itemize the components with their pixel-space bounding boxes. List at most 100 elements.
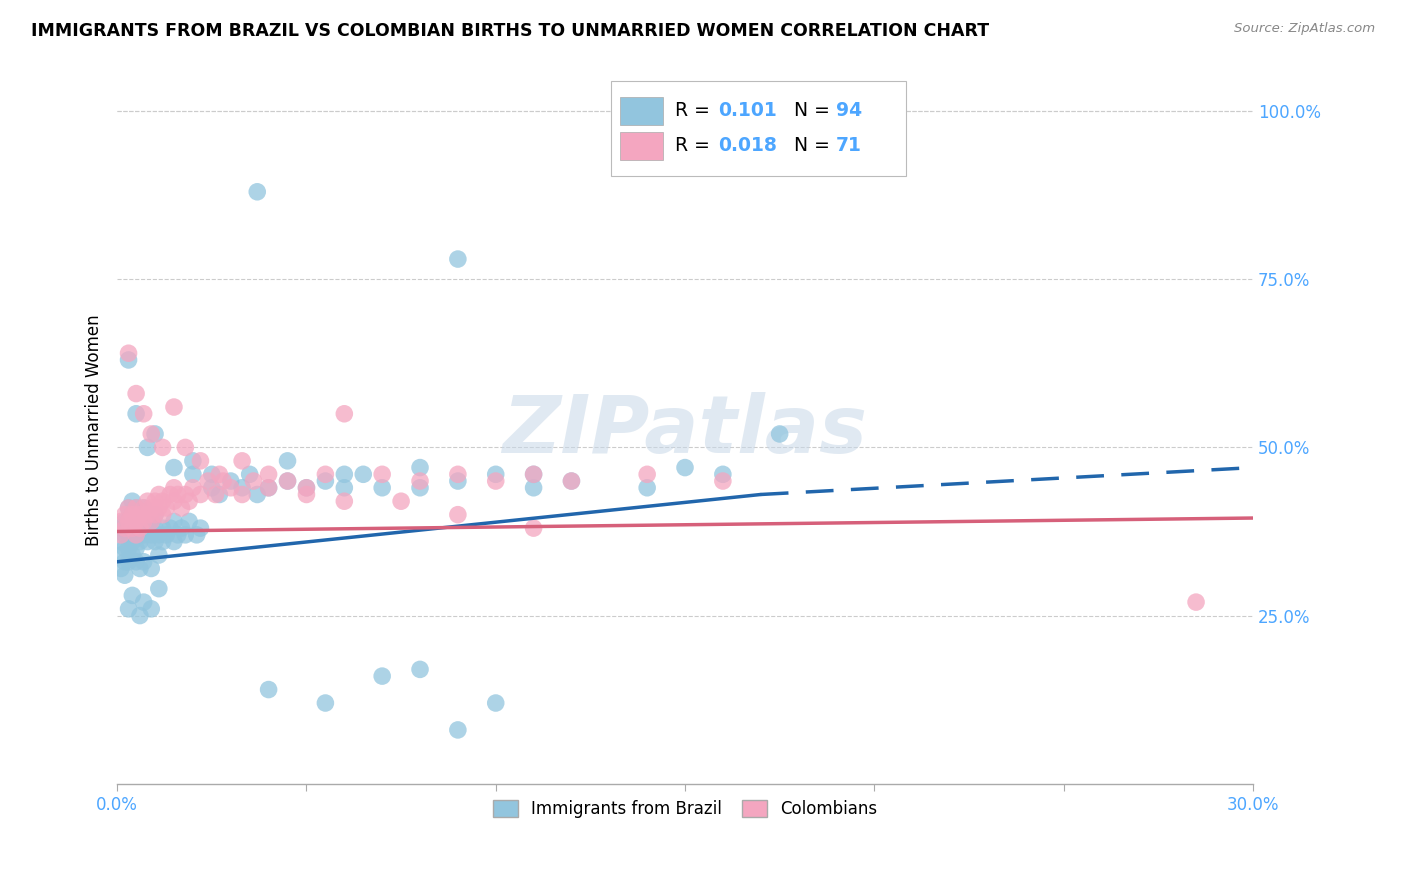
- Point: [389, 494, 412, 508]
- Text: 0.018: 0.018: [718, 136, 778, 155]
- Point: [155, 500, 177, 515]
- Point: [163, 494, 186, 508]
- FancyBboxPatch shape: [620, 132, 664, 160]
- Text: 94: 94: [837, 101, 862, 120]
- Point: [333, 407, 356, 421]
- Text: ZIPatlas: ZIPatlas: [502, 392, 868, 469]
- Point: [114, 555, 136, 569]
- Point: [239, 467, 262, 482]
- Point: [409, 662, 432, 676]
- Point: [257, 682, 280, 697]
- Point: [246, 185, 269, 199]
- Point: [295, 487, 318, 501]
- Point: [485, 467, 508, 482]
- Point: [231, 454, 253, 468]
- Point: [295, 481, 318, 495]
- Point: [166, 487, 188, 501]
- Text: R =: R =: [675, 101, 716, 120]
- Point: [117, 541, 139, 556]
- Point: [129, 561, 152, 575]
- Point: [114, 508, 136, 522]
- Point: [125, 500, 148, 515]
- Text: 0.101: 0.101: [718, 101, 776, 120]
- Point: [148, 528, 170, 542]
- Text: Source: ZipAtlas.com: Source: ZipAtlas.com: [1234, 22, 1375, 36]
- Point: [121, 494, 143, 508]
- Point: [136, 441, 159, 455]
- Point: [163, 534, 186, 549]
- Point: [141, 500, 163, 515]
- Point: [121, 548, 143, 562]
- Point: [125, 407, 148, 421]
- Point: [257, 481, 280, 495]
- Point: [523, 467, 546, 482]
- Text: N =: N =: [794, 101, 837, 120]
- Point: [114, 528, 136, 542]
- Point: [163, 481, 186, 495]
- Point: [257, 481, 280, 495]
- Point: [352, 467, 374, 482]
- Point: [143, 534, 166, 549]
- Point: [114, 515, 136, 529]
- Point: [117, 353, 139, 368]
- Point: [110, 534, 132, 549]
- Point: [141, 426, 163, 441]
- Point: [136, 521, 159, 535]
- Point: [314, 467, 336, 482]
- FancyBboxPatch shape: [620, 96, 664, 125]
- Point: [201, 481, 224, 495]
- Point: [152, 494, 174, 508]
- Point: [231, 481, 253, 495]
- Point: [114, 568, 136, 582]
- Point: [409, 474, 432, 488]
- Point: [523, 521, 546, 535]
- Point: [204, 487, 226, 501]
- Point: [136, 494, 159, 508]
- Point: [371, 467, 394, 482]
- Point: [163, 515, 186, 529]
- Point: [163, 460, 186, 475]
- Point: [148, 582, 170, 596]
- Point: [121, 534, 143, 549]
- Point: [212, 474, 235, 488]
- Point: [152, 508, 174, 522]
- Point: [485, 696, 508, 710]
- Point: [295, 481, 318, 495]
- Legend: Immigrants from Brazil, Colombians: Immigrants from Brazil, Colombians: [486, 793, 884, 825]
- Point: [136, 508, 159, 522]
- Text: N =: N =: [794, 136, 837, 155]
- Point: [711, 467, 734, 482]
- Point: [560, 474, 582, 488]
- Point: [141, 528, 163, 542]
- Point: [114, 541, 136, 556]
- Point: [141, 515, 163, 529]
- Point: [129, 508, 152, 522]
- Point: [117, 555, 139, 569]
- Point: [219, 481, 242, 495]
- Point: [148, 500, 170, 515]
- Point: [129, 521, 152, 535]
- Point: [174, 487, 197, 501]
- Point: [636, 467, 658, 482]
- Point: [152, 534, 174, 549]
- Point: [152, 441, 174, 455]
- Point: [136, 508, 159, 522]
- Point: [485, 474, 508, 488]
- Point: [141, 602, 163, 616]
- Point: [523, 467, 546, 482]
- Point: [129, 608, 152, 623]
- Point: [121, 508, 143, 522]
- Point: [179, 494, 201, 508]
- Point: [447, 252, 470, 266]
- Point: [117, 515, 139, 529]
- Point: [117, 500, 139, 515]
- Point: [125, 515, 148, 529]
- Point: [333, 481, 356, 495]
- Point: [277, 454, 299, 468]
- Text: IMMIGRANTS FROM BRAZIL VS COLOMBIAN BIRTHS TO UNMARRIED WOMEN CORRELATION CHART: IMMIGRANTS FROM BRAZIL VS COLOMBIAN BIRT…: [31, 22, 988, 40]
- Point: [125, 386, 148, 401]
- Point: [371, 669, 394, 683]
- Point: [159, 521, 181, 535]
- Point: [129, 521, 152, 535]
- Point: [166, 528, 188, 542]
